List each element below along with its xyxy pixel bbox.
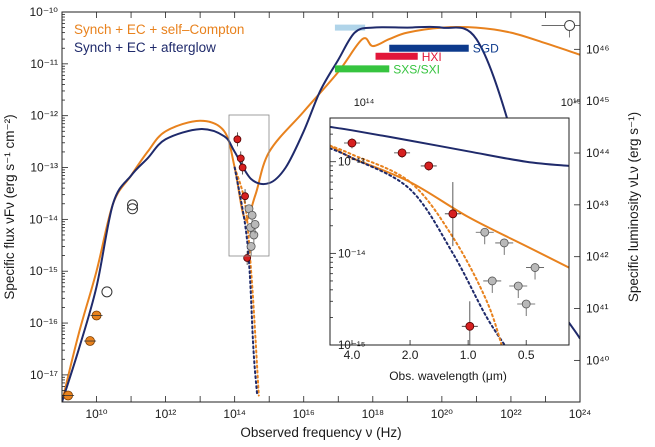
main-series-1 — [62, 25, 580, 402]
upper-limit-point-5 — [246, 242, 256, 251]
inset-upper-limit-point-3 — [513, 281, 523, 291]
annotation-10-14: 10¹⁴ — [354, 97, 375, 109]
y-tick-label-4: 10⁻¹³ — [30, 161, 58, 175]
optical-point-0 — [233, 135, 242, 144]
inset-optical-point-2 — [424, 161, 434, 171]
inset-x-axis-label: Obs. wavelength (μm) — [389, 369, 507, 383]
right-tick-label-6: 10⁴⁶ — [586, 42, 610, 56]
y-tick-label-0: 10⁻¹⁷ — [30, 368, 58, 382]
y-axis-label: Specific flux νFν (erg s⁻¹ cm⁻²) — [2, 114, 17, 299]
inset-upper-limit-point-5 — [521, 299, 531, 309]
band-label-0: SGD — [473, 42, 499, 56]
x-tick-label-7: 10²⁴ — [569, 407, 592, 421]
xray-point-0 — [564, 19, 576, 31]
y-tick-label-5: 10⁻¹² — [30, 109, 58, 123]
y-tick-label-3: 10⁻¹⁴ — [29, 212, 58, 226]
optical-point-2 — [238, 163, 247, 172]
x-tick-label-4: 10¹⁸ — [362, 407, 384, 421]
optical-point-1 — [236, 154, 245, 163]
main-ticks — [61, 11, 581, 403]
inset-upper-limit-point-2 — [487, 276, 497, 286]
x-tick-label-0: 10¹⁰ — [85, 407, 107, 421]
inset-series-1 — [330, 125, 569, 167]
legend-entry-selfcompton: Synch + EC + self–Compton — [74, 22, 244, 37]
inset-frame — [329, 117, 570, 346]
band-hxi — [375, 52, 418, 60]
x-axis-label: Observed frequency ν (Hz) — [240, 425, 401, 440]
inset-upper-limit-point-1 — [499, 238, 509, 248]
band-label-2: SXS/SXI — [393, 62, 440, 76]
main-series-3 — [233, 166, 259, 397]
main-series-2 — [233, 166, 260, 397]
x-tick-label-1: 10¹² — [155, 407, 176, 421]
inset-x-tick-label-0: 4.0 — [344, 348, 361, 362]
upper-limit-point-4 — [250, 219, 260, 229]
main-series-layer — [62, 19, 580, 402]
band-sxs-sxi — [334, 65, 390, 73]
optical-zoom-box — [228, 114, 270, 257]
inset-x-tick-label-1: 2.0 — [402, 348, 419, 362]
inset-upper-limit-point-0 — [480, 227, 490, 237]
inset-ticks: 4.0 2.0 1.0 0.5 10⁻¹³ 10⁻¹⁴ 10⁻¹⁵ — [330, 133, 535, 362]
x-tick-label-3: 10¹⁶ — [293, 407, 315, 421]
open-circle-point-0 — [101, 286, 113, 298]
inset-y-tick-label-0: 10⁻¹³ — [338, 157, 365, 169]
annotation-10-15: 10¹⁵ — [561, 97, 581, 109]
right-tick-label-0: 10⁴⁰ — [586, 353, 610, 367]
inset-series-layer — [330, 125, 569, 345]
band-sgd — [389, 44, 469, 52]
right-tick-label-4: 10⁴⁴ — [586, 146, 610, 160]
y-axis-label-right: Specific luminosity νLν (erg s⁻¹) — [626, 112, 641, 302]
optical-point-3 — [241, 192, 249, 201]
y-tick-label-2: 10⁻¹⁵ — [29, 264, 58, 278]
x-tick-label-2: 10¹⁴ — [223, 407, 246, 421]
uv-band — [334, 24, 366, 31]
right-tick-label-3: 10⁴³ — [586, 198, 609, 212]
inset-optical-point-1 — [397, 148, 407, 158]
main-plot: 10¹⁰ 10¹² 10¹⁴ 10¹⁶ 10¹⁸ 10²⁰ 10²² 10²⁴ 10⁻¹⁷ 10⁻… — [29, 5, 610, 421]
right-tick-label-1: 10⁴¹ — [586, 302, 609, 316]
inset-plot: 4.0 2.0 1.0 0.5 10⁻¹³ 10⁻¹⁴ 10⁻¹⁵ Obs. wavelen… — [329, 117, 570, 383]
right-tick-label-5: 10⁴⁵ — [586, 94, 610, 108]
y-tick-label-7: 10⁻¹⁰ — [30, 5, 59, 19]
upper-limit-point-3 — [249, 230, 259, 240]
legend-entry-afterglow: Synch + EC + afterglow — [74, 40, 216, 55]
y-tick-label-1: 10⁻¹⁶ — [29, 316, 58, 330]
main-tick-labels: 10¹⁰ 10¹² 10¹⁴ 10¹⁶ 10¹⁸ 10²⁰ 10²² 10²⁴ 10⁻¹⁷ 10⁻… — [29, 5, 610, 421]
inset-series-2 — [330, 147, 506, 345]
upper-limit-point-2 — [247, 210, 257, 220]
right-tick-label-2: 10⁴² — [586, 250, 609, 264]
inset-x-tick-label-2: 1.0 — [460, 348, 477, 362]
open-circle-point-2 — [126, 199, 138, 211]
open-circle-point-1 — [126, 203, 138, 215]
inset-y-tick-label-1: 10⁻¹⁴ — [338, 248, 366, 260]
x-tick-label-5: 10²⁰ — [431, 407, 453, 421]
inset-optical-point-4 — [465, 321, 475, 331]
inset-x-tick-label-3: 0.5 — [518, 348, 535, 362]
inset-y-tick-label-2: 10⁻¹⁵ — [338, 340, 366, 352]
inset-optical-point-0 — [347, 138, 357, 148]
inset-optical-point-3 — [448, 209, 458, 219]
y-tick-label-6: 10⁻¹¹ — [30, 57, 58, 71]
legend: Synch + EC + self–Compton Synch + EC + a… — [74, 22, 244, 55]
inset-series-3 — [330, 144, 503, 345]
optical-point-4 — [243, 254, 252, 262]
inset-upper-limit-point-4 — [530, 263, 540, 272]
band-label-1: HXI — [422, 50, 442, 64]
main-plot-frame — [61, 11, 581, 403]
x-tick-label-6: 10²² — [500, 407, 521, 421]
